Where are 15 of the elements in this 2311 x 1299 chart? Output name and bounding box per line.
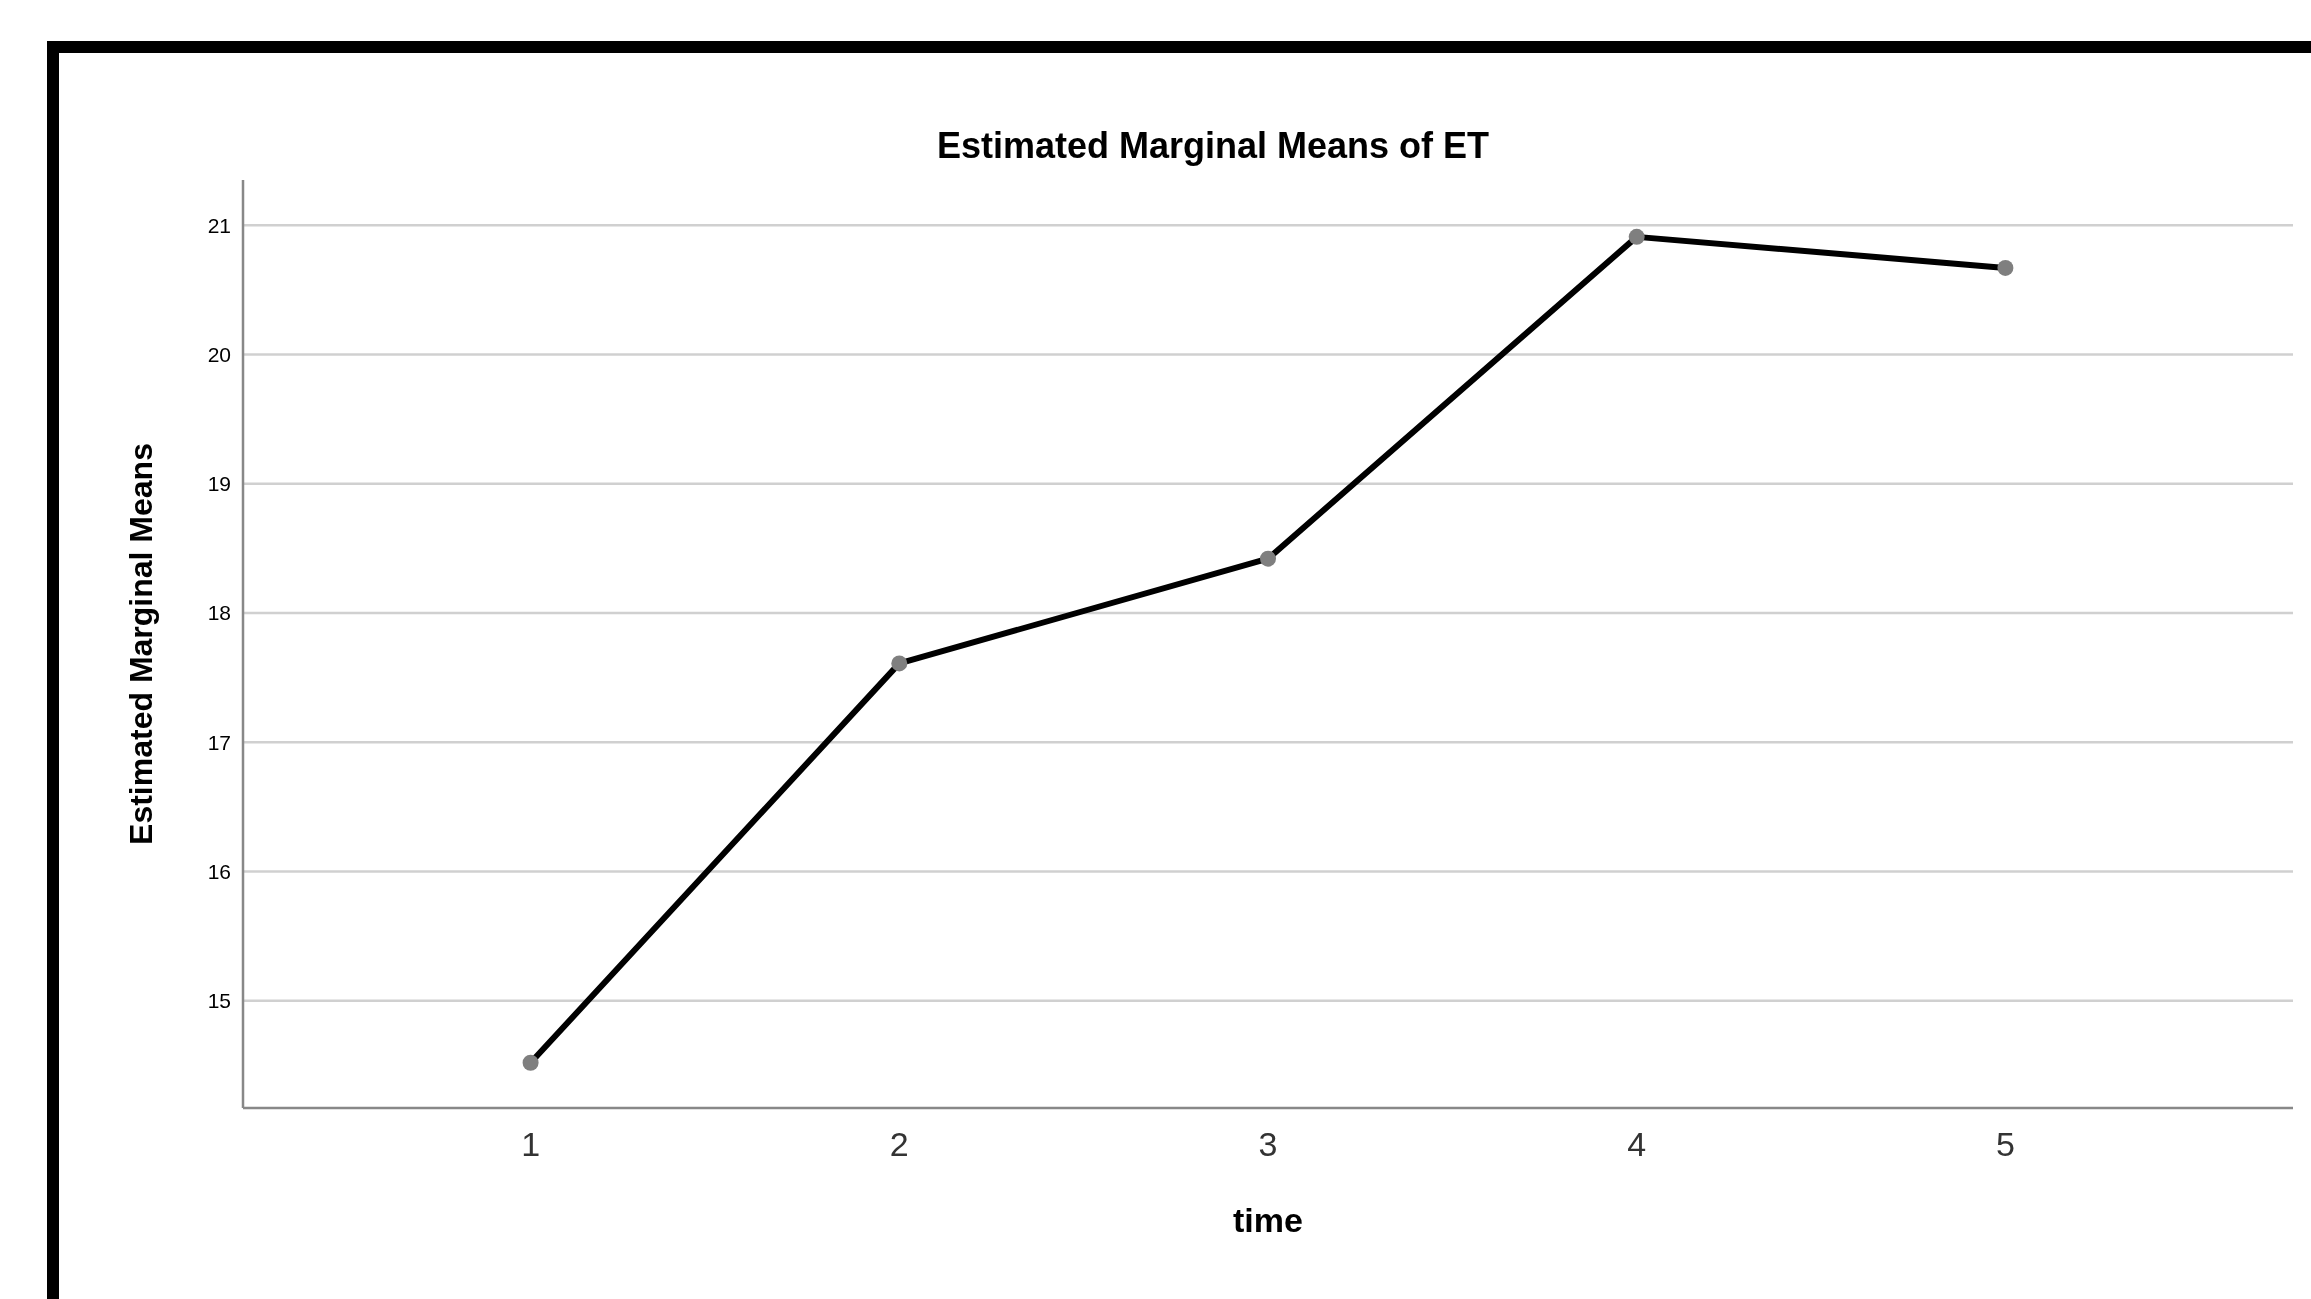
y-tick-label: 15 xyxy=(207,989,231,1013)
x-tick-label: 4 xyxy=(1627,1125,1647,1163)
y-axis-title: Estimated Marginal Means xyxy=(123,443,159,845)
y-tick-label: 19 xyxy=(207,472,231,496)
chart-title: Estimated Marginal Means of ET xyxy=(936,125,1490,166)
y-tick-label: 20 xyxy=(207,342,231,366)
x-tick-label: 2 xyxy=(889,1125,909,1163)
y-tick-label: 21 xyxy=(207,213,231,237)
y-tick-label: 18 xyxy=(207,601,231,625)
x-axis-title: time xyxy=(1233,1201,1303,1239)
y-tick-label: 16 xyxy=(207,859,231,883)
x-tick-label: 3 xyxy=(1258,1125,1278,1163)
x-tick-label: 5 xyxy=(1995,1125,2015,1163)
y-tick-label: 17 xyxy=(207,730,231,754)
x-tick-label: 1 xyxy=(521,1125,541,1163)
